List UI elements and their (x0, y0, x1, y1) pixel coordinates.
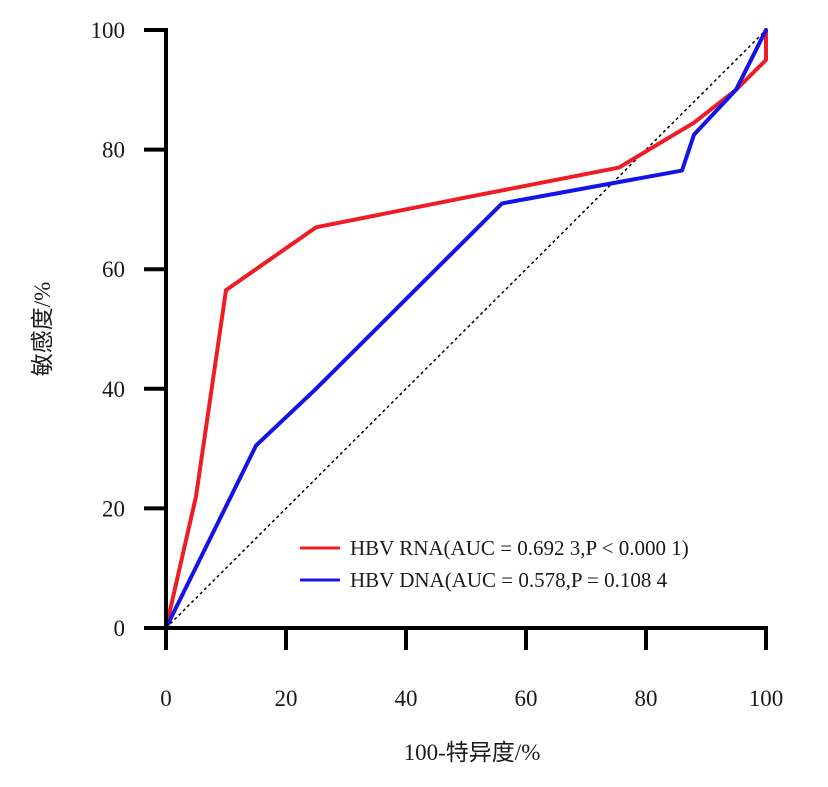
y-tick-label: 60 (102, 257, 125, 282)
legend-item-hbv-dna: HBV DNA(AUC = 0.578,P = 0.108 4 (300, 568, 668, 592)
legend: HBV RNA(AUC = 0.692 3,P < 0.000 1) HBV D… (300, 536, 689, 592)
series-layer (164, 28, 768, 630)
y-tick-label: 40 (102, 377, 125, 402)
x-tick-label: 0 (160, 686, 172, 711)
series-line-hbv-rna (164, 28, 768, 630)
y-axis-label: 敏感度/% (30, 282, 55, 377)
x-tick-label: 80 (635, 686, 658, 711)
axes-layer (164, 28, 768, 630)
y-tick-label: 100 (91, 18, 126, 43)
legend-item-hbv-rna: HBV RNA(AUC = 0.692 3,P < 0.000 1) (300, 536, 689, 560)
x-tick-label: 20 (275, 686, 298, 711)
legend-label-hbv-rna: HBV RNA(AUC = 0.692 3,P < 0.000 1) (350, 536, 689, 560)
series-line-hbv-dna (164, 28, 768, 630)
y-tick-label: 20 (102, 496, 125, 521)
ticks-layer: 0 20 40 60 80 100 0 20 40 60 80 100 (91, 18, 784, 711)
y-tick-label: 0 (114, 616, 126, 641)
legend-label-hbv-dna: HBV DNA(AUC = 0.578,P = 0.108 4 (350, 568, 668, 592)
x-tick-label: 40 (395, 686, 418, 711)
x-tick-label: 60 (515, 686, 538, 711)
x-axis-label: 100-特异度/% (404, 740, 541, 765)
y-tick-label: 80 (102, 138, 125, 163)
x-tick-label: 100 (749, 686, 784, 711)
